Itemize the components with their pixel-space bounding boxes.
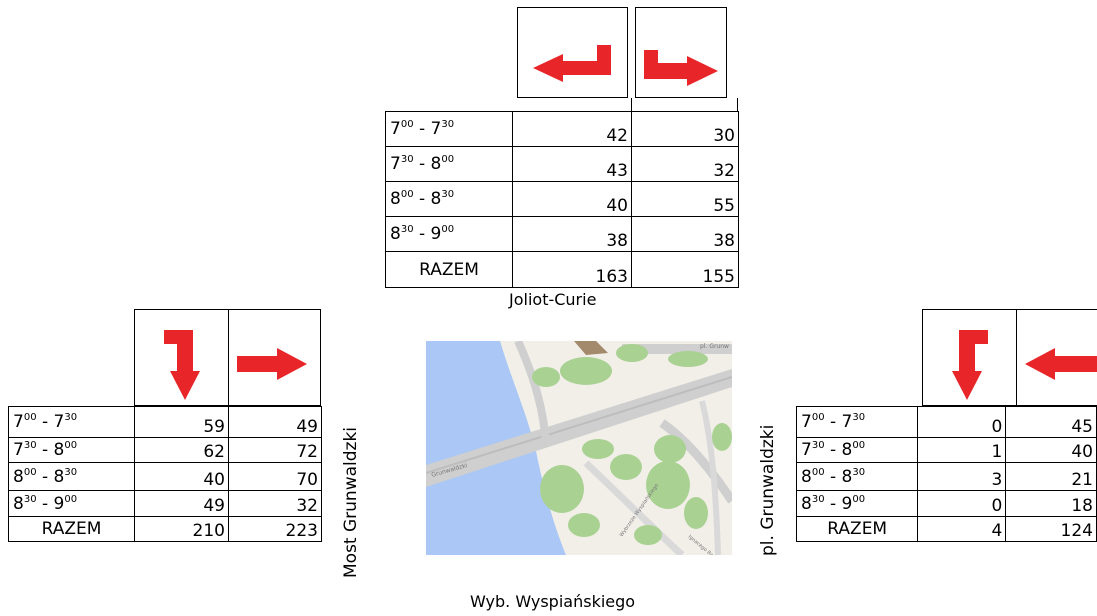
- top-arrow-box-right: [635, 7, 727, 98]
- left-count-table: 700 - 730 59 49 730 - 800 62 72 800 - 83…: [8, 406, 322, 542]
- intersection-map: pl. Grunw Grunwaldzki Wybrzeże Wyspiańsk…: [426, 341, 732, 555]
- count-cell: 38: [512, 216, 632, 252]
- time-cell: 830 - 900: [385, 216, 513, 252]
- table-row: 830 - 900 49 32: [8, 490, 322, 517]
- count-cell: 40: [134, 462, 229, 491]
- side-road: [514, 341, 550, 446]
- right-count-table: 700 - 730 0 45 730 - 800 1 40 800 - 830 …: [795, 406, 1097, 542]
- table-row: 700 - 730 42 30: [385, 111, 739, 147]
- divider: [737, 98, 738, 112]
- total-cell: 4: [917, 516, 1007, 542]
- count-cell: 45: [1005, 406, 1097, 438]
- divider: [631, 98, 632, 112]
- count-cell: 40: [1005, 437, 1097, 463]
- top-count-table: 700 - 730 42 30 730 - 800 43 32 800 - 83…: [385, 111, 739, 288]
- table-row: 800 - 830 3 21: [795, 462, 1097, 491]
- total-label: RAZEM: [8, 516, 135, 542]
- arrow-right-turn-icon: [644, 50, 718, 86]
- time-cell: 700 - 730: [8, 406, 135, 438]
- table-row: 830 - 900 0 18: [795, 490, 1097, 517]
- time-cell: 730 - 800: [385, 146, 513, 182]
- time-cell: 800 - 830: [795, 462, 919, 491]
- count-cell: 59: [134, 406, 229, 438]
- arrow-left-icon: [1025, 348, 1097, 380]
- top-rows: 700 - 730 42 30 730 - 800 43 32 800 - 83…: [385, 111, 739, 288]
- count-cell: 72: [228, 437, 322, 463]
- table-row: 800 - 830 40 70: [8, 462, 322, 491]
- count-cell: 38: [631, 216, 739, 252]
- total-label: RAZEM: [795, 516, 919, 542]
- count-cell: 40: [512, 181, 632, 217]
- park-greens: [532, 344, 732, 545]
- time-cell: 800 - 830: [8, 462, 135, 491]
- count-cell: 0: [917, 406, 1007, 438]
- count-cell: 32: [631, 146, 739, 182]
- arrow-down-turn-icon: [164, 330, 200, 400]
- count-cell: 18: [1005, 490, 1097, 517]
- count-cell: 55: [631, 181, 739, 217]
- building: [574, 341, 608, 355]
- local-road: [583, 460, 685, 555]
- time-cell: 700 - 730: [385, 111, 513, 147]
- total-cell: 155: [631, 251, 739, 288]
- time-cell: 830 - 900: [8, 490, 135, 517]
- bridge-line: [426, 376, 732, 474]
- street-label-top: Joliot-Curie: [509, 290, 597, 309]
- table-row: 700 - 730 0 45: [795, 406, 1097, 438]
- arrow-right-icon: [237, 348, 307, 380]
- right-rows: 700 - 730 0 45 730 - 800 1 40 800 - 830 …: [795, 406, 1097, 542]
- count-cell: 0: [917, 490, 1007, 517]
- street-label-left: Most Grunwaldzki: [341, 426, 361, 578]
- street-label-bottom: Wyb. Wyspiańskiego: [470, 592, 636, 611]
- right-arrow-box-left: [922, 309, 1017, 406]
- count-cell: 42: [512, 111, 632, 147]
- table-row: 800 - 830 40 55: [385, 181, 739, 217]
- left-rows: 700 - 730 59 49 730 - 800 62 72 800 - 83…: [8, 406, 322, 542]
- vertical-road: [699, 400, 721, 555]
- street-label-right: pl. Grunwaldzki: [758, 424, 778, 556]
- arrow-left-turn-icon: [533, 45, 611, 82]
- total-cell: 210: [134, 516, 229, 542]
- total-row: RAZEM 4 124: [795, 516, 1097, 542]
- time-cell: 730 - 800: [795, 437, 919, 463]
- table-row: 700 - 730 59 49: [8, 406, 322, 438]
- count-cell: 70: [228, 462, 322, 491]
- count-cell: 49: [228, 406, 322, 438]
- total-row: RAZEM 210 223: [8, 516, 322, 542]
- bridge-road: [426, 369, 732, 487]
- time-cell: 700 - 730: [795, 406, 919, 438]
- total-cell: 124: [1005, 516, 1097, 542]
- count-cell: 62: [134, 437, 229, 463]
- count-cell: 43: [512, 146, 632, 182]
- table-row: 730 - 800 62 72: [8, 437, 322, 463]
- count-cell: 3: [917, 462, 1007, 491]
- map-street-label: pl. Grunw: [700, 343, 729, 350]
- count-cell: 32: [228, 490, 322, 517]
- table-row: 830 - 900 38 38: [385, 216, 739, 252]
- total-label: RAZEM: [385, 251, 513, 288]
- count-cell: 30: [631, 111, 739, 147]
- time-cell: 830 - 900: [795, 490, 919, 517]
- count-cell: 49: [134, 490, 229, 517]
- left-arrow-box-left: [134, 309, 229, 406]
- time-cell: 730 - 800: [8, 437, 135, 463]
- top-arrow-box-left: [517, 7, 628, 98]
- arrow-down-turn-icon: [952, 330, 988, 400]
- total-cell: 163: [512, 251, 632, 288]
- count-cell: 21: [1005, 462, 1097, 491]
- curve-road: [659, 419, 732, 504]
- table-row: 730 - 800 43 32: [385, 146, 739, 182]
- time-cell: 800 - 830: [385, 181, 513, 217]
- table-row: 730 - 800 1 40: [795, 437, 1097, 463]
- count-cell: 1: [917, 437, 1007, 463]
- total-cell: 223: [228, 516, 322, 542]
- left-arrow-box-right: [228, 309, 321, 406]
- total-row: RAZEM 163 155: [385, 251, 739, 288]
- right-arrow-box-right: [1016, 309, 1097, 406]
